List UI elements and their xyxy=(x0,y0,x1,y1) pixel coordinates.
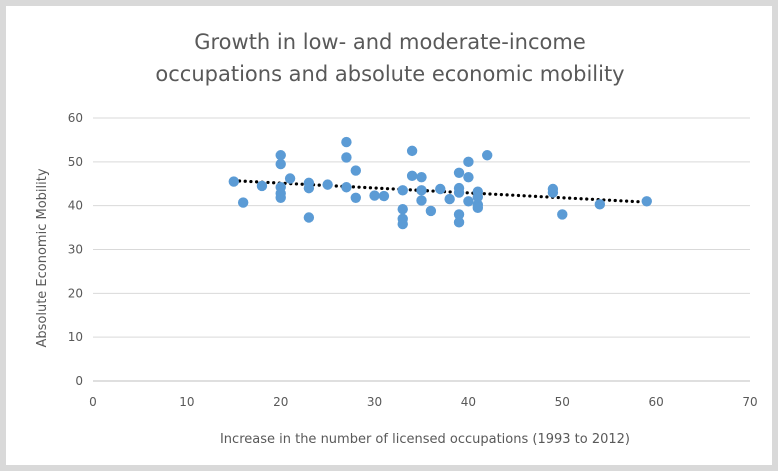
data-point xyxy=(416,171,427,183)
data-point xyxy=(547,187,559,198)
y-tick-label: 50 xyxy=(68,155,83,169)
data-point xyxy=(369,190,380,201)
x-tick-label: 30 xyxy=(367,395,382,409)
y-tick-label: 0 xyxy=(75,374,83,388)
data-point xyxy=(453,187,465,198)
data-point xyxy=(237,197,249,208)
data-point xyxy=(397,218,408,230)
chart-container: Growth in low- and moderate-income occup… xyxy=(6,6,772,465)
data-point xyxy=(463,196,474,207)
data-point xyxy=(397,185,408,196)
x-tick-label: 20 xyxy=(273,395,288,409)
data-point xyxy=(472,202,484,214)
data-point xyxy=(425,205,437,217)
data-point xyxy=(453,209,465,220)
x-axis-title: Increase in the number of licensed occup… xyxy=(220,432,630,447)
x-tick-label: 70 xyxy=(742,395,757,409)
data-point xyxy=(594,199,606,210)
data-point xyxy=(228,176,239,187)
chart-title-line-2: occupations and absolute economic mobili… xyxy=(155,62,624,86)
data-point xyxy=(641,196,652,207)
data-point xyxy=(350,192,361,203)
data-point xyxy=(341,136,352,148)
x-tick-label: 50 xyxy=(555,395,570,409)
data-points xyxy=(228,136,652,230)
chart-title-line-1: Growth in low- and moderate-income xyxy=(194,30,586,54)
data-point xyxy=(275,158,286,170)
data-point xyxy=(275,150,286,161)
y-axis-title: Absolute Economic Mobility xyxy=(35,168,50,347)
data-point xyxy=(378,190,390,202)
data-point xyxy=(341,152,352,163)
data-point xyxy=(256,180,268,192)
data-point xyxy=(350,165,361,176)
y-tick-label: 30 xyxy=(68,243,83,257)
x-tick-label: 60 xyxy=(649,395,664,409)
y-tick-label: 60 xyxy=(68,111,83,125)
data-point xyxy=(406,170,418,182)
y-tick-label: 20 xyxy=(68,286,83,300)
data-point xyxy=(341,182,352,193)
tick-labels: 0 10 20 30 40 50 60 0 10 20 30 40 50 60 70 xyxy=(68,111,758,409)
x-tick-label: 0 xyxy=(89,395,97,409)
data-point xyxy=(416,185,427,196)
data-point xyxy=(275,192,286,203)
y-tick-label: 10 xyxy=(68,330,83,344)
data-point xyxy=(482,150,493,161)
data-point xyxy=(463,171,474,183)
data-point xyxy=(284,173,296,184)
data-point xyxy=(453,167,465,178)
data-point xyxy=(435,183,446,195)
data-point xyxy=(472,191,484,203)
gridlines xyxy=(93,117,750,382)
data-point xyxy=(444,193,455,205)
x-tick-label: 40 xyxy=(461,395,476,409)
data-point xyxy=(416,195,427,206)
data-point xyxy=(453,217,465,228)
scatter-chart: Growth in low- and moderate-income occup… xyxy=(35,30,758,447)
data-point xyxy=(463,156,474,168)
data-point xyxy=(322,179,333,190)
data-point xyxy=(303,182,315,194)
data-point xyxy=(406,145,418,157)
data-point xyxy=(397,203,408,215)
y-tick-label: 40 xyxy=(68,199,83,213)
data-point xyxy=(557,209,568,220)
x-tick-label: 10 xyxy=(179,395,194,409)
data-point xyxy=(303,212,315,223)
